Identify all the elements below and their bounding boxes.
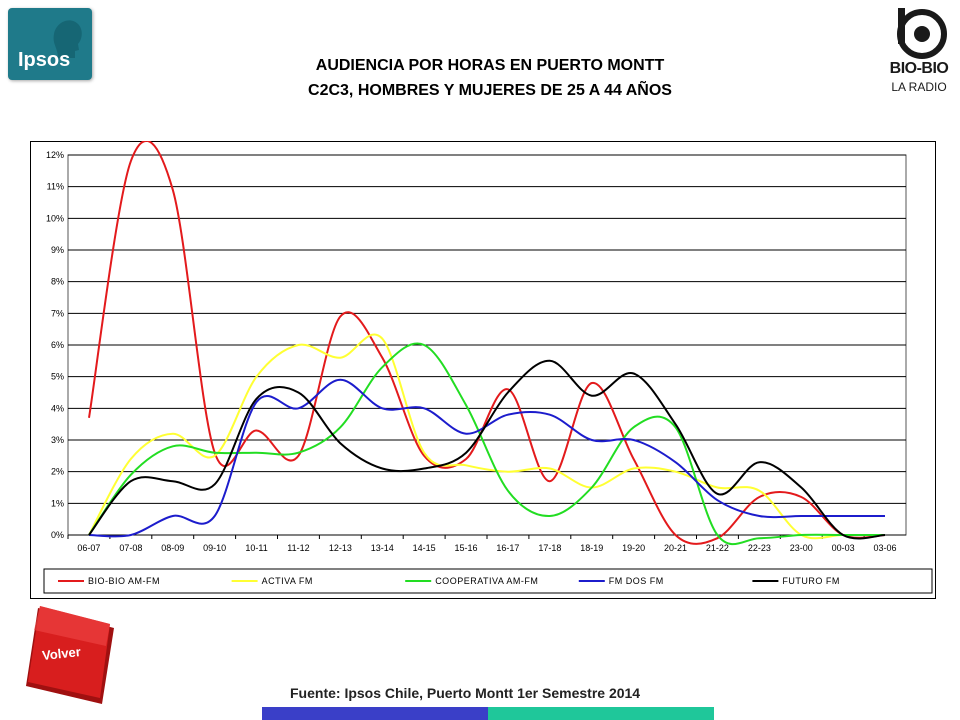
x-tick-label: 09-10 [203,543,226,553]
grid-lines [67,154,907,536]
x-tick-label: 14-15 [413,543,436,553]
x-tick-label: 19-20 [622,543,645,553]
biobio-logo: BIO-BIO LA RADIO [884,6,954,102]
x-axis-ticks: 06-07 07-08 08-09 09-10 10-11 11-12 12-13 13-14… [67,535,897,553]
series-lines [88,139,886,546]
x-tick-label: 21-22 [706,543,729,553]
x-tick-label: 23-00 [790,543,813,553]
x-tick-label: 16-17 [496,543,519,553]
legend-label: COOPERATIVA AM-FM [435,576,538,586]
x-tick-label: 10-11 [245,543,267,553]
y-tick-label: 10% [46,213,64,223]
legend-label: FM DOS FM [609,576,664,586]
footer-bar-blue [262,707,488,720]
ipsos-logo-text: Ipsos [18,49,71,71]
series-line [88,378,885,538]
y-tick-label: 9% [51,245,64,255]
source-note: Fuente: Ipsos Chile, Puerto Montt 1er Se… [290,685,641,701]
x-tick-label: 17-18 [538,543,561,553]
y-tick-label: 12% [46,150,64,160]
series-line [88,333,885,540]
ipsos-logo: Ipsos [8,8,92,80]
x-tick-label: 12-13 [329,543,352,553]
x-tick-label: 20-21 [664,543,687,553]
y-tick-label: 0% [51,530,64,540]
series-line [88,359,886,540]
legend-box [43,568,933,594]
biobio-logo-name: BIO-BIO [889,60,949,77]
x-tick-label: 08-09 [161,543,184,553]
x-tick-label: 07-08 [119,543,142,553]
audience-chart: 0% 1% 2% 3% 4% 5% 6% 7% 8% 9% 10% 11% 12% 06-07 07-08… [30,139,936,599]
legend-label: BIO-BIO AM-FM [88,576,160,586]
legend: BIO-BIO AM-FM ACTIVA FM COOPERATIVA AM-FM F… [43,568,933,594]
biobio-logo-sub: LA RADIO [891,80,947,94]
ipsos-head-icon [53,20,82,58]
x-tick-label: 13-14 [371,543,394,553]
y-tick-label: 4% [51,403,64,413]
volver-button-shape [26,606,114,704]
series-line [88,342,885,546]
y-tick-label: 7% [51,308,64,318]
y-tick-label: 2% [51,467,64,477]
x-tick-label: 22-23 [748,543,771,553]
x-tick-label: 18-19 [580,543,603,553]
y-axis-ticks: 0% 1% 2% 3% 4% 5% 6% 7% 8% 9% 10% 11% 12% [46,150,64,540]
x-tick-label: 03-06 [874,543,897,553]
footer-bar-teal [488,707,714,720]
legend-label: FUTURO FM [782,576,840,586]
line-chart: 0% 1% 2% 3% 4% 5% 6% 7% 8% 9% 10% 11% 12% 06-07 07-08… [30,139,936,599]
x-tick-label: 00-03 [832,543,855,553]
x-tick-label: 15-16 [455,543,478,553]
x-tick-label: 06-07 [77,543,100,553]
y-tick-label: 6% [51,340,64,350]
y-tick-label: 8% [51,277,64,287]
chart-title-line1: AUDIENCIA POR HORAS EN PUERTO MONTT [315,57,665,74]
volver-button[interactable]: Volver [24,606,116,706]
x-tick-label: 11-12 [287,543,309,553]
chart-title-line2: C2C3, HOMBRES Y MUJERES DE 25 A 44 AÑOS [308,82,672,99]
y-tick-label: 11% [47,182,64,192]
biobio-radio-icon [897,8,947,59]
y-tick-label: 5% [51,372,64,382]
legend-label: ACTIVA FM [262,576,313,586]
y-tick-label: 3% [51,435,64,445]
y-tick-label: 1% [51,498,64,508]
